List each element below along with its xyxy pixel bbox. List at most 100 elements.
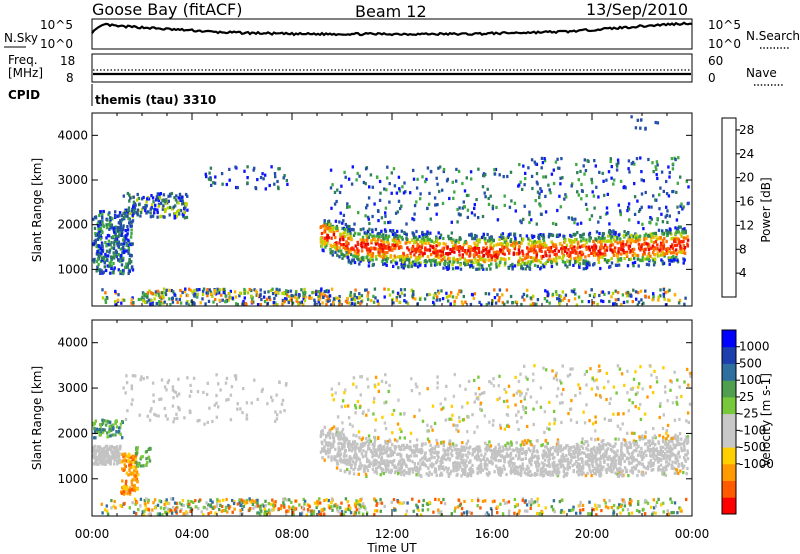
power-cell <box>518 163 521 167</box>
power-cell <box>467 193 470 197</box>
power-cell <box>486 232 489 237</box>
velocity-cell <box>556 447 559 452</box>
power-cell <box>576 259 579 264</box>
velocity-cell <box>543 458 547 462</box>
velocity-cell <box>566 463 569 467</box>
velocity-cell <box>636 473 639 478</box>
power-cell <box>329 229 333 233</box>
power-cell <box>539 187 542 191</box>
velocity-cell <box>380 457 384 461</box>
power-cell <box>625 250 629 254</box>
power-cell <box>285 293 289 297</box>
power-cell <box>612 302 615 306</box>
velocity-cell <box>327 451 330 455</box>
power-cell <box>401 256 405 260</box>
power-cell <box>484 292 487 296</box>
power-cell <box>153 207 157 211</box>
velocity-cell <box>526 464 529 468</box>
power-cell <box>365 245 368 249</box>
velocity-cell <box>343 469 347 473</box>
velocity-cell <box>455 456 458 460</box>
velocity-cell <box>652 448 655 452</box>
power-cell <box>642 179 645 183</box>
power-cell <box>335 199 338 204</box>
power-cell <box>535 259 538 263</box>
power-cell <box>399 288 403 292</box>
power-cell <box>335 296 338 300</box>
power-cell <box>151 303 154 307</box>
velocity-cell <box>437 450 440 454</box>
power-cell <box>108 261 111 265</box>
power-cell <box>359 228 362 232</box>
power-cell <box>404 241 407 245</box>
velocity-cell <box>619 459 622 463</box>
power-cell <box>644 232 648 236</box>
power-cell <box>114 300 117 304</box>
power-cell <box>310 296 313 300</box>
power-cell <box>466 215 469 219</box>
power-cell <box>139 210 143 214</box>
power-cell <box>421 237 424 241</box>
power-cell <box>359 259 362 263</box>
velocity-cell <box>633 443 636 447</box>
power-cell <box>209 290 213 294</box>
power-cell <box>476 239 479 243</box>
power-cell <box>587 253 591 258</box>
power-cell <box>675 190 678 194</box>
power-cell <box>319 240 323 244</box>
power-cell <box>356 250 359 254</box>
power-cell <box>623 230 626 234</box>
power-cell <box>644 289 647 293</box>
power-cell <box>112 261 115 266</box>
velocity-cell <box>403 436 406 440</box>
power-cell <box>391 232 395 236</box>
power-cell <box>332 228 335 232</box>
power-cell <box>597 195 600 199</box>
station-title: Goose Bay (fitACF) <box>92 0 242 19</box>
power-cell <box>495 262 498 266</box>
velocity-cell <box>417 470 420 474</box>
velocity-cell <box>674 454 677 458</box>
power-cell <box>637 209 641 213</box>
power-cell <box>635 157 639 161</box>
power-cell <box>615 162 618 166</box>
velocity-cell <box>522 467 525 471</box>
power-cell <box>521 260 524 264</box>
power-cell <box>532 256 535 260</box>
velocity-cell <box>371 455 374 459</box>
power-cell <box>173 214 176 218</box>
velocity-cell <box>560 463 564 467</box>
velocity-cell <box>653 448 657 452</box>
power-cell <box>113 241 116 245</box>
velocity-cell <box>431 450 434 454</box>
power-cell <box>294 295 297 299</box>
velocity-cell <box>391 463 394 467</box>
velocity-cell <box>620 441 623 446</box>
power-cell <box>564 263 567 267</box>
velocity-cell <box>344 461 347 465</box>
power-cell <box>457 240 460 244</box>
power-cell <box>358 174 361 178</box>
power-cell <box>99 246 102 251</box>
power-cell <box>352 297 355 301</box>
power-cell <box>483 260 486 264</box>
power-cell <box>489 244 492 248</box>
power-cell <box>470 232 473 236</box>
velocity-cell <box>586 448 589 452</box>
velocity-cell <box>597 457 600 461</box>
power-cell <box>655 247 658 251</box>
velocity-cell <box>453 460 457 465</box>
velocity-cell <box>456 472 459 476</box>
velocity-cell <box>384 448 388 452</box>
velocity-cell <box>381 452 384 456</box>
power-cell <box>486 254 490 258</box>
power-cell <box>402 260 405 264</box>
velocity-cell <box>379 462 382 466</box>
power-cell <box>529 303 532 307</box>
power-cell <box>493 296 497 300</box>
power-cell <box>679 225 682 229</box>
velocity-cell <box>581 437 584 441</box>
velocity-cell <box>408 472 411 476</box>
power-cell <box>549 191 552 195</box>
power-cell <box>663 236 666 240</box>
